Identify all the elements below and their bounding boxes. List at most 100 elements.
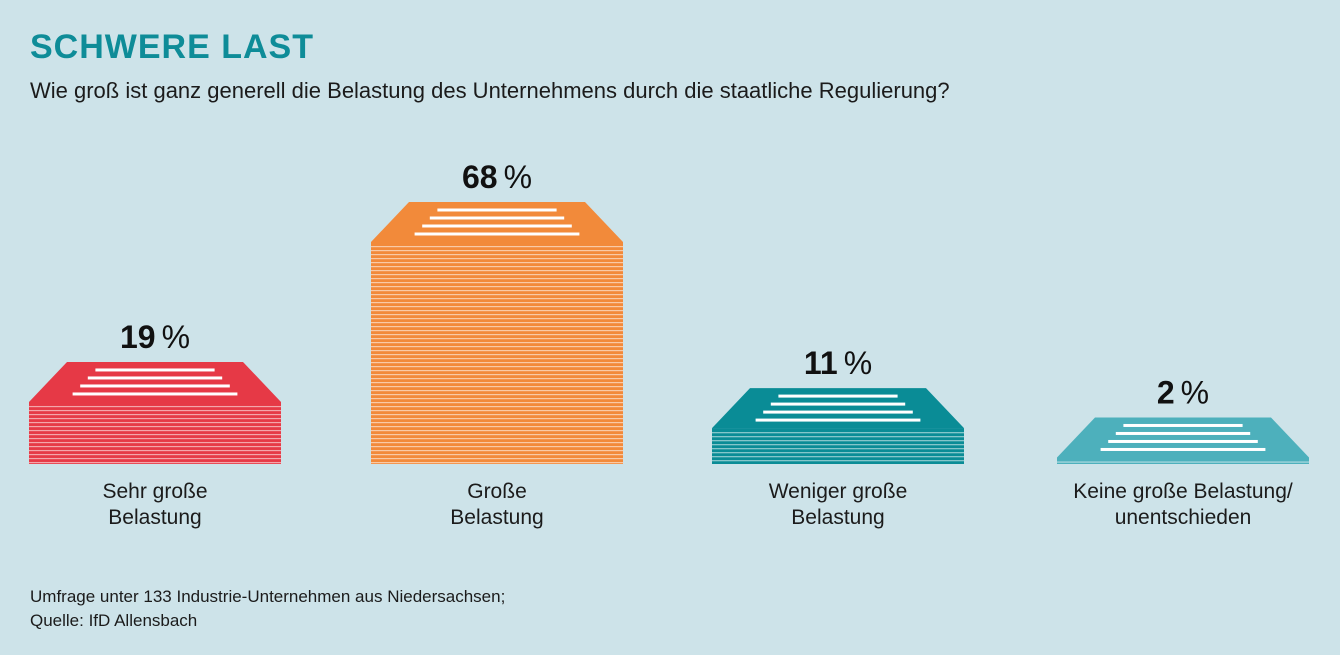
bar-top-stripe — [1115, 431, 1251, 435]
bar-sheet-line — [371, 458, 623, 460]
bar-sheet-line — [371, 354, 623, 356]
bar-sheet-line — [371, 454, 623, 456]
category-label-4-line-2: unentschieden — [1115, 506, 1252, 529]
bar-sheet-line — [29, 449, 281, 452]
value-label-4: 2% — [1157, 374, 1209, 410]
category-label-1-line-1: Sehr große — [102, 480, 207, 503]
category-label-3-line-1: Weniger große — [769, 480, 908, 503]
bar-sheet-line — [29, 409, 281, 412]
bar-top-stripe — [72, 392, 238, 396]
bar-top-stripe — [437, 208, 557, 212]
bar-sheet-line — [29, 441, 281, 444]
bar-sheet-line — [371, 402, 623, 404]
bar-sheet-line — [371, 390, 623, 392]
bar-sheet-line — [712, 448, 964, 450]
bar-sheet-line — [371, 366, 623, 368]
bar-sheet-line — [371, 362, 623, 364]
bar-sheet-line — [371, 414, 623, 416]
bar-top-stripe — [1123, 423, 1243, 427]
category-label-2-line-1: Große — [467, 480, 527, 503]
bar-sheet-line — [371, 442, 623, 444]
bar-sheet-line — [371, 298, 623, 300]
bar-sheet-line — [371, 370, 623, 372]
bar-sheet-line — [712, 436, 964, 438]
bar-sheet-line — [712, 440, 964, 442]
bar-sheet-line — [371, 262, 623, 264]
bar-sheet-line — [371, 418, 623, 420]
footnote-line-1: Umfrage unter 133 Industrie-Unternehmen … — [30, 587, 506, 606]
bar-sheet-line — [29, 437, 281, 440]
bar-sheet-line — [29, 457, 281, 460]
bar-sheet-line — [29, 461, 281, 464]
bar-sheet-line — [29, 413, 281, 416]
bar-sheet-line — [29, 425, 281, 428]
bar-sheet-line — [371, 258, 623, 260]
bar-sheet-line — [371, 326, 623, 328]
value-label-3: 11% — [804, 345, 872, 381]
bar-sheet-line — [371, 398, 623, 400]
bar-sheet-line — [371, 386, 623, 388]
bar-top-stripe — [1100, 447, 1266, 451]
bar-sheet-line — [371, 342, 623, 344]
bar-sheet-line — [371, 302, 623, 304]
bar-sheet-line — [371, 338, 623, 340]
bar-sheet-line — [371, 290, 623, 292]
chart-subtitle: Wie groß ist ganz generell die Belastung… — [30, 78, 950, 103]
bar-top-stripe — [1108, 439, 1258, 443]
bar-sheet-line — [712, 432, 964, 434]
bar-top-1 — [29, 361, 281, 402]
bar-sheet-line — [371, 434, 623, 436]
bar-top-stripe — [755, 418, 921, 422]
bar-sheet-line — [371, 286, 623, 288]
bar-top-stripe — [414, 232, 580, 236]
bar-top-stripe — [80, 384, 230, 388]
bar-sheet-line — [371, 274, 623, 276]
bar-top-stripe — [778, 394, 898, 398]
bar-top-stripe — [770, 402, 906, 406]
bar-sheet-line — [371, 438, 623, 440]
bar-body-3 — [712, 428, 964, 464]
bar-sheet-line — [712, 460, 964, 462]
category-label-4-line-1: Keine große Belastung/ — [1073, 480, 1293, 503]
bar-body-1 — [29, 401, 281, 464]
bar-sheet-line — [371, 322, 623, 324]
bar-sheet-line — [371, 314, 623, 316]
bar-top-stripe — [763, 410, 913, 414]
bar-top-3 — [712, 388, 964, 429]
source-note: Umfrage unter 133 Industrie-Unternehmen … — [30, 585, 505, 633]
bar-top-stripe — [429, 216, 565, 220]
footnote-line-2: Quelle: IfD Allensbach — [30, 611, 198, 630]
bar-sheet-line — [371, 318, 623, 320]
bar-sheet-line — [712, 456, 964, 458]
bar-sheet-line — [371, 254, 623, 256]
bar-sheet-line — [29, 417, 281, 420]
bar-sheet-line — [29, 421, 281, 424]
bar-sheet-line — [371, 462, 623, 464]
bar-sheet-line — [371, 334, 623, 336]
bar-sheet-line — [371, 270, 623, 272]
bar-sheet-line — [29, 429, 281, 432]
bar-top-4 — [1057, 417, 1309, 458]
bar-sheet-line — [371, 282, 623, 284]
bar-sheet-line — [371, 246, 623, 248]
bar-sheet-line — [371, 410, 623, 412]
bar-top-stripe — [87, 376, 223, 380]
bar-sheet-line — [371, 250, 623, 252]
value-label-2: 68% — [462, 159, 532, 195]
bar-sheet-line — [29, 453, 281, 456]
bar-sheet-line — [371, 278, 623, 280]
bar-sheet-line — [371, 330, 623, 332]
bar-sheet-line — [1057, 461, 1309, 463]
bar-sheet-line — [371, 358, 623, 360]
bar-body-4 — [1057, 457, 1309, 464]
bar-sheet-line — [29, 445, 281, 448]
chart-title: SCHWERE LAST — [30, 28, 314, 66]
bar-chart: 19 % Sehr große Belastung 68 % Große Belastung 1… — [29, 159, 1309, 529]
bar-sheet-line — [712, 452, 964, 454]
bar-sheet-line — [371, 374, 623, 376]
bar-top-stripe — [422, 224, 572, 228]
bar-sheet-line — [371, 378, 623, 380]
bar-sheet-line — [371, 422, 623, 424]
bar-sheet-line — [712, 444, 964, 446]
category-label-1-line-2: Belastung — [108, 506, 201, 529]
